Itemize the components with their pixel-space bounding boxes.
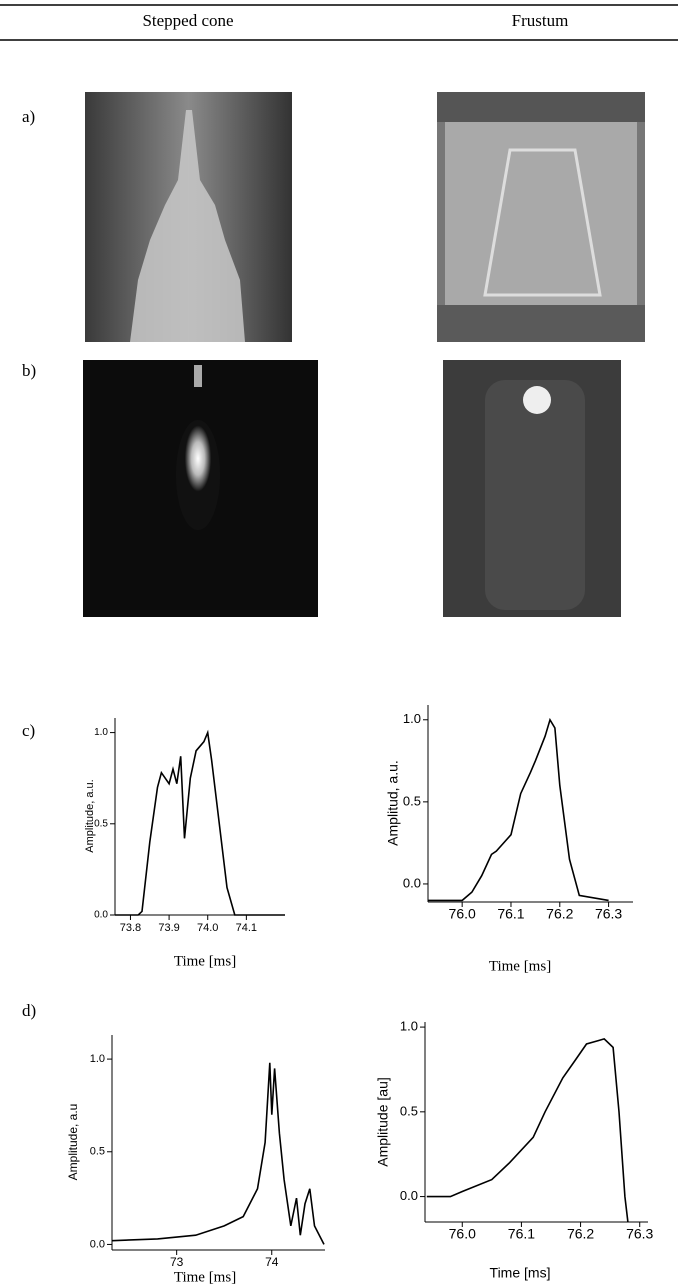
x-tick-label: 76.1 (508, 1226, 535, 1242)
y-tick-label: 1.0 (403, 711, 421, 726)
y-axis-label: Amplitude [au] (375, 1077, 391, 1167)
y-tick-label: 0.0 (403, 875, 421, 890)
x-tick-label: 76.2 (546, 906, 573, 922)
data-line (111, 1062, 325, 1245)
x-tick-label: 76.3 (595, 906, 622, 922)
x-tick-label: 74.1 (236, 922, 257, 934)
x-tick-label: 73 (170, 1255, 184, 1269)
y-tick-label: 0.5 (90, 1146, 105, 1158)
row-label: a) (22, 107, 35, 126)
x-tick-label: 74.0 (197, 922, 218, 934)
y-tick-label: 0.0 (400, 1188, 418, 1203)
y-tick-label: 0.0 (94, 910, 108, 921)
row-label: d) (22, 1001, 36, 1020)
data-line (426, 1038, 629, 1223)
y-axis-label: Amplitude, a.u. (84, 779, 96, 852)
x-axis-label: Time [ms] (490, 1265, 551, 1281)
y-tick-label: 0.0 (90, 1238, 105, 1250)
y-axis-label: Amplitude, a.u (66, 1104, 80, 1181)
y-tick-label: 0.5 (400, 1103, 418, 1118)
x-tick-label: 76.0 (449, 906, 476, 922)
x-axis-label: Time [ms] (174, 1269, 236, 1285)
data-line (428, 717, 609, 902)
x-axis-label: Time [ms] (489, 958, 551, 974)
x-axis-label: Time [ms] (174, 953, 236, 969)
x-tick-label: 76.1 (497, 906, 524, 922)
x-tick-label: 73.9 (158, 922, 179, 934)
x-tick-label: 74 (265, 1255, 279, 1269)
y-tick-label: 1.0 (94, 727, 108, 738)
x-tick-label: 76.0 (449, 1226, 476, 1242)
row-label: c) (22, 721, 35, 740)
photo (85, 92, 292, 342)
x-tick-label: 76.3 (626, 1226, 653, 1242)
photo (437, 92, 645, 342)
column-header: Frustum (512, 11, 569, 30)
column-header: Stepped cone (142, 11, 233, 30)
data-line (115, 729, 285, 916)
y-tick-label: 0.5 (94, 818, 108, 829)
y-tick-label: 1.0 (90, 1053, 105, 1065)
y-tick-label: 1.0 (400, 1019, 418, 1034)
y-axis-label: Amplitud, a.u. (385, 760, 401, 846)
photo (83, 360, 318, 617)
x-tick-label: 73.8 (120, 922, 141, 934)
y-tick-label: 0.5 (403, 793, 421, 808)
photo (443, 360, 621, 617)
row-label: b) (22, 361, 36, 380)
x-tick-label: 76.2 (567, 1226, 594, 1242)
